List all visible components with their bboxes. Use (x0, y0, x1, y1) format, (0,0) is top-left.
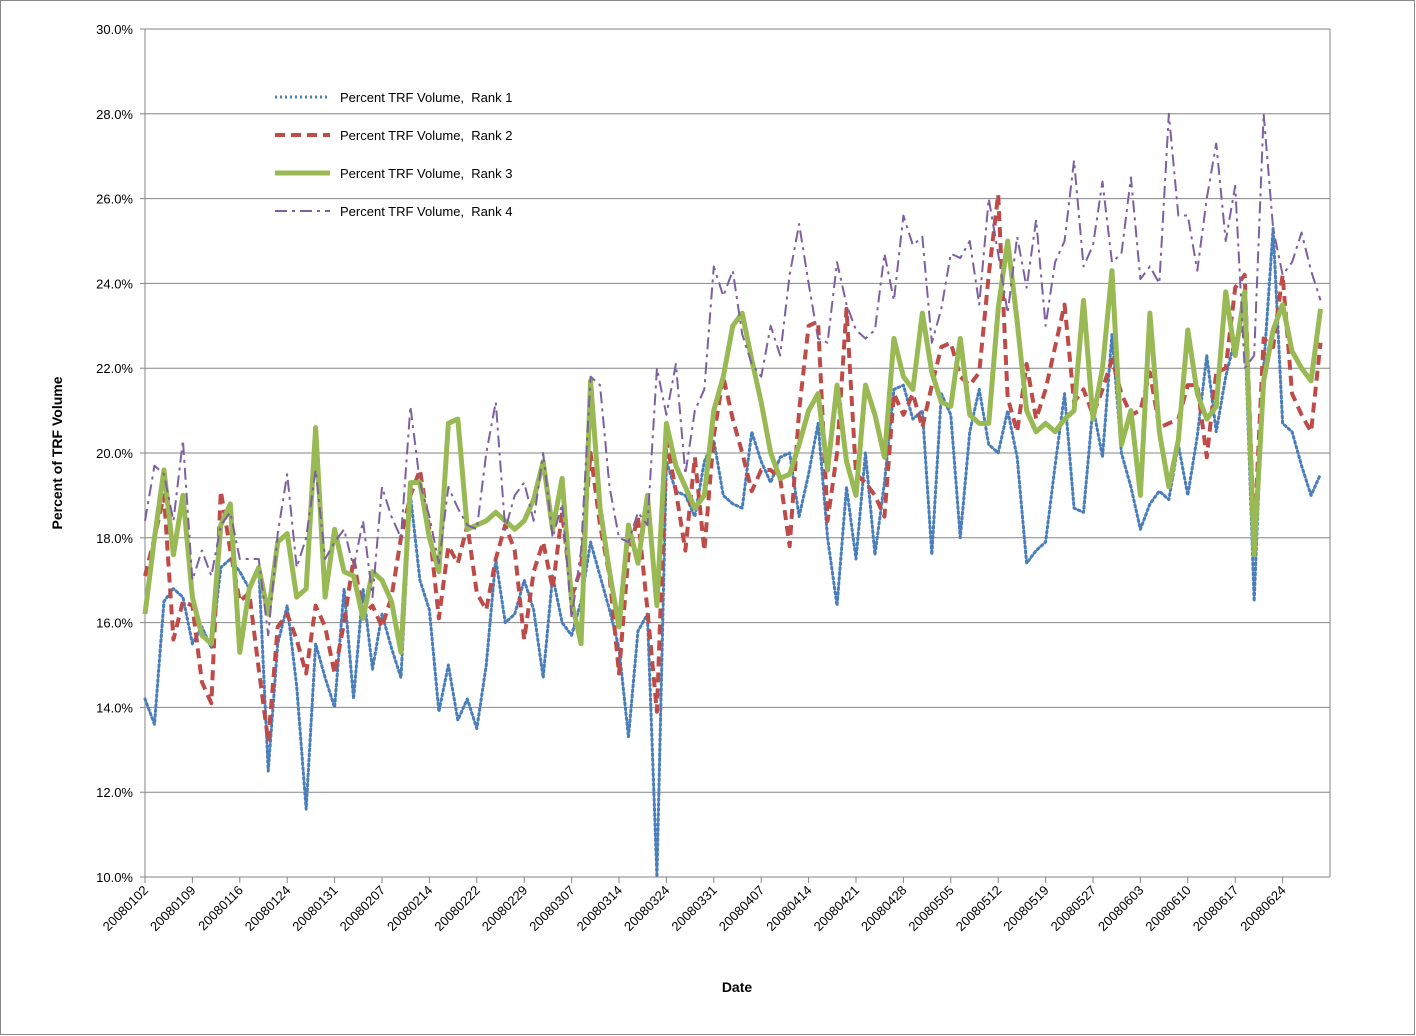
legend-label: Percent TRF Volume, Rank 2 (340, 128, 512, 143)
legend-label: Percent TRF Volume, Rank 4 (340, 204, 512, 219)
y-tick-label: 30.0% (96, 22, 133, 37)
x-axis-title: Date (722, 979, 753, 995)
series-line (143, 226, 1323, 879)
y-tick-label: 18.0% (96, 531, 133, 546)
legend-label: Percent TRF Volume, Rank 1 (340, 90, 512, 105)
y-axis-title: Percent of TRF Volume (49, 376, 65, 529)
legend-label: Percent TRF Volume, Rank 3 (340, 166, 512, 181)
y-tick-label: 28.0% (96, 107, 133, 122)
y-tick-label: 20.0% (96, 446, 133, 461)
y-tick-label: 16.0% (96, 616, 133, 631)
y-tick-label: 24.0% (96, 276, 133, 291)
series-line (143, 192, 1323, 744)
series-line (144, 112, 1322, 637)
y-tick-label: 22.0% (96, 361, 133, 376)
y-tick-label: 14.0% (96, 700, 133, 715)
y-tick-label: 26.0% (96, 192, 133, 207)
y-tick-label: 12.0% (96, 785, 133, 800)
y-tick-label: 10.0% (96, 870, 133, 885)
series-line (142, 238, 1323, 655)
